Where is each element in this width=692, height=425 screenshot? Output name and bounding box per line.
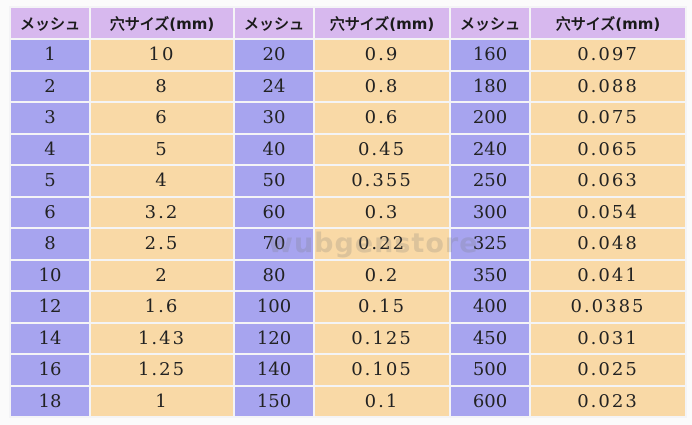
table-row: 8 2.5 70 0.22 325 0.048 bbox=[9, 227, 687, 261]
cell-hole-size-3: 0.088 bbox=[529, 69, 687, 103]
header-hole-size-2: 穴サイズ(mm) bbox=[313, 6, 451, 40]
cell-mesh-1: 4 bbox=[9, 132, 91, 166]
cell-mesh-3: 350 bbox=[449, 258, 531, 292]
cell-mesh-2: 40 bbox=[233, 132, 315, 166]
cell-hole-size-3: 0.054 bbox=[529, 195, 687, 229]
cell-mesh-3: 400 bbox=[449, 290, 531, 324]
cell-hole-size-2: 0.3 bbox=[313, 195, 451, 229]
cell-mesh-2: 150 bbox=[233, 384, 315, 418]
table-row: 6 3.2 60 0.3 300 0.054 bbox=[9, 195, 687, 229]
cell-mesh-3: 250 bbox=[449, 164, 531, 198]
table-row: 12 1.6 100 0.15 400 0.0385 bbox=[9, 290, 687, 324]
cell-hole-size-1: 1.6 bbox=[89, 290, 235, 324]
cell-hole-size-2: 0.6 bbox=[313, 101, 451, 135]
table-row: 4 5 40 0.45 240 0.065 bbox=[9, 132, 687, 166]
cell-hole-size-1: 10 bbox=[89, 38, 235, 72]
cell-hole-size-2: 0.15 bbox=[313, 290, 451, 324]
cell-hole-size-2: 0.45 bbox=[313, 132, 451, 166]
cell-mesh-1: 8 bbox=[9, 227, 91, 261]
table-row: 3 6 30 0.6 200 0.075 bbox=[9, 101, 687, 135]
cell-mesh-1: 3 bbox=[9, 101, 91, 135]
cell-mesh-2: 30 bbox=[233, 101, 315, 135]
cell-mesh-2: 24 bbox=[233, 69, 315, 103]
table-body: 1 10 20 0.9 160 0.097 2 8 24 0.8 180 0.088 3 6 30 0.6 20… bbox=[9, 38, 687, 418]
table-row: 14 1.43 120 0.125 450 0.031 bbox=[9, 321, 687, 355]
cell-mesh-1: 1 bbox=[9, 38, 91, 72]
cell-hole-size-1: 8 bbox=[89, 69, 235, 103]
cell-mesh-1: 18 bbox=[9, 384, 91, 418]
cell-hole-size-3: 0.065 bbox=[529, 132, 687, 166]
cell-hole-size-3: 0.075 bbox=[529, 101, 687, 135]
cell-hole-size-3: 0.023 bbox=[529, 384, 687, 418]
cell-hole-size-2: 0.2 bbox=[313, 258, 451, 292]
cell-hole-size-2: 0.1 bbox=[313, 384, 451, 418]
cell-mesh-1: 10 bbox=[9, 258, 91, 292]
cell-mesh-3: 600 bbox=[449, 384, 531, 418]
cell-mesh-3: 180 bbox=[449, 69, 531, 103]
header-row: メッシュ 穴サイズ(mm) メッシュ 穴サイズ(mm) メッシュ 穴サイズ(mm… bbox=[9, 6, 687, 40]
cell-hole-size-2: 0.8 bbox=[313, 69, 451, 103]
cell-hole-size-1: 6 bbox=[89, 101, 235, 135]
cell-hole-size-1: 5 bbox=[89, 132, 235, 166]
cell-mesh-3: 500 bbox=[449, 353, 531, 387]
cell-mesh-2: 50 bbox=[233, 164, 315, 198]
table-row: 16 1.25 140 0.105 500 0.025 bbox=[9, 353, 687, 387]
cell-hole-size-2: 0.125 bbox=[313, 321, 451, 355]
mesh-size-table: メッシュ 穴サイズ(mm) メッシュ 穴サイズ(mm) メッシュ 穴サイズ(mm… bbox=[9, 6, 687, 418]
cell-hole-size-3: 0.025 bbox=[529, 353, 687, 387]
cell-hole-size-1: 4 bbox=[89, 164, 235, 198]
cell-mesh-3: 450 bbox=[449, 321, 531, 355]
cell-mesh-1: 6 bbox=[9, 195, 91, 229]
header-mesh-3: メッシュ bbox=[449, 6, 531, 40]
cell-mesh-2: 70 bbox=[233, 227, 315, 261]
cell-mesh-1: 16 bbox=[9, 353, 91, 387]
cell-hole-size-3: 0.048 bbox=[529, 227, 687, 261]
cell-hole-size-3: 0.041 bbox=[529, 258, 687, 292]
cell-mesh-2: 60 bbox=[233, 195, 315, 229]
header-hole-size-1: 穴サイズ(mm) bbox=[89, 6, 235, 40]
header-mesh-2: メッシュ bbox=[233, 6, 315, 40]
cell-hole-size-1: 2 bbox=[89, 258, 235, 292]
cell-mesh-3: 200 bbox=[449, 101, 531, 135]
cell-hole-size-3: 0.097 bbox=[529, 38, 687, 72]
cell-mesh-3: 240 bbox=[449, 132, 531, 166]
header-hole-size-3: 穴サイズ(mm) bbox=[529, 6, 687, 40]
cell-mesh-3: 160 bbox=[449, 38, 531, 72]
cell-mesh-3: 300 bbox=[449, 195, 531, 229]
cell-hole-size-1: 2.5 bbox=[89, 227, 235, 261]
table-row: 2 8 24 0.8 180 0.088 bbox=[9, 69, 687, 103]
cell-hole-size-3: 0.031 bbox=[529, 321, 687, 355]
cell-hole-size-2: 0.105 bbox=[313, 353, 451, 387]
cell-hole-size-1: 1 bbox=[89, 384, 235, 418]
cell-hole-size-2: 0.22 bbox=[313, 227, 451, 261]
cell-mesh-1: 14 bbox=[9, 321, 91, 355]
cell-mesh-2: 140 bbox=[233, 353, 315, 387]
cell-mesh-1: 2 bbox=[9, 69, 91, 103]
cell-mesh-2: 20 bbox=[233, 38, 315, 72]
cell-mesh-2: 100 bbox=[233, 290, 315, 324]
table-row: 10 2 80 0.2 350 0.041 bbox=[9, 258, 687, 292]
table-row: 5 4 50 0.355 250 0.063 bbox=[9, 164, 687, 198]
cell-hole-size-1: 1.43 bbox=[89, 321, 235, 355]
cell-hole-size-2: 0.9 bbox=[313, 38, 451, 72]
cell-hole-size-2: 0.355 bbox=[313, 164, 451, 198]
table-row: 1 10 20 0.9 160 0.097 bbox=[9, 38, 687, 72]
cell-hole-size-3: 0.063 bbox=[529, 164, 687, 198]
cell-mesh-1: 12 bbox=[9, 290, 91, 324]
table-row: 18 1 150 0.1 600 0.023 bbox=[9, 384, 687, 418]
cell-hole-size-1: 1.25 bbox=[89, 353, 235, 387]
cell-mesh-1: 5 bbox=[9, 164, 91, 198]
header-mesh-1: メッシュ bbox=[9, 6, 91, 40]
cell-hole-size-3: 0.0385 bbox=[529, 290, 687, 324]
cell-mesh-2: 120 bbox=[233, 321, 315, 355]
cell-mesh-3: 325 bbox=[449, 227, 531, 261]
cell-mesh-2: 80 bbox=[233, 258, 315, 292]
cell-hole-size-1: 3.2 bbox=[89, 195, 235, 229]
